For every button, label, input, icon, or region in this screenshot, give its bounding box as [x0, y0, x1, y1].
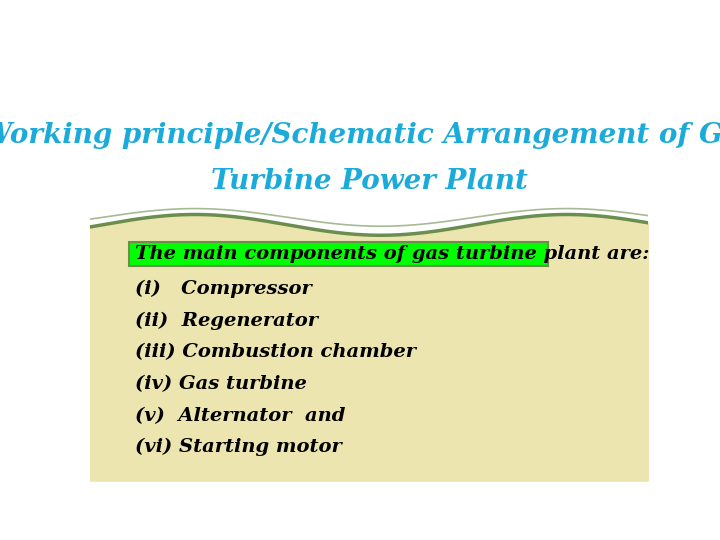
Text: (v)  Alternator  and: (v) Alternator and [135, 407, 345, 425]
Text: (vi) Starting motor: (vi) Starting motor [135, 438, 341, 456]
Text: (iv) Gas turbine: (iv) Gas turbine [135, 375, 307, 393]
Text: (iii) Combustion chamber: (iii) Combustion chamber [135, 343, 415, 362]
Text: Turbine Power Plant: Turbine Power Plant [210, 168, 528, 195]
Text: (ii)  Regenerator: (ii) Regenerator [135, 312, 318, 330]
Text: Working principle/Schematic Arrangement of Gas: Working principle/Schematic Arrangement … [0, 122, 720, 149]
Text: The main components of gas turbine plant are:: The main components of gas turbine plant… [135, 245, 649, 263]
Text: (i)   Compressor: (i) Compressor [135, 280, 311, 299]
FancyBboxPatch shape [129, 242, 548, 266]
